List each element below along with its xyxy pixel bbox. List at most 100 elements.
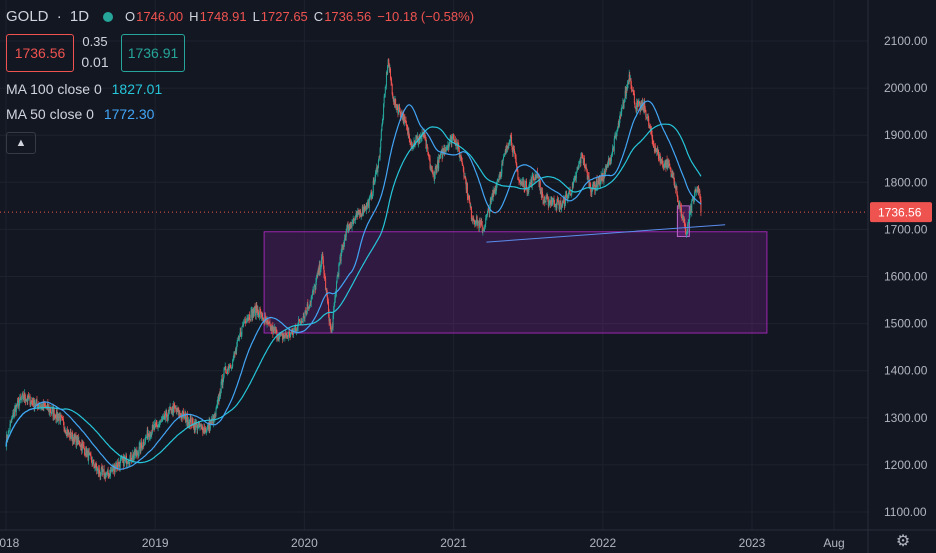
- candle-body: [514, 152, 516, 157]
- candle-body: [14, 406, 16, 408]
- candle-body: [548, 201, 550, 204]
- candle-body: [347, 224, 349, 232]
- candle-body: [117, 462, 119, 467]
- candle-body: [381, 125, 383, 131]
- candle-body: [128, 462, 130, 464]
- candle-body: [621, 106, 623, 109]
- candle-body: [438, 157, 440, 169]
- candle-body: [554, 203, 556, 207]
- sell-button[interactable]: 1736.56: [6, 34, 74, 72]
- candle-body: [452, 134, 454, 137]
- candle-body: [165, 412, 167, 419]
- candle-body: [204, 427, 206, 432]
- candle-body: [330, 326, 332, 331]
- candle-body: [461, 161, 463, 165]
- candle-body: [609, 158, 611, 165]
- symbol-title[interactable]: GOLD · 1D: [6, 8, 90, 25]
- candle-body: [552, 200, 554, 203]
- candle-body: [442, 149, 444, 153]
- candle-body: [157, 425, 159, 427]
- candle-body: [13, 413, 15, 417]
- candle-body: [544, 200, 546, 203]
- candle-body: [16, 404, 18, 407]
- candle-body: [86, 450, 88, 452]
- collapse-legend-button[interactable]: ▲: [6, 132, 36, 154]
- candle-body: [496, 181, 498, 183]
- candle-body: [531, 178, 533, 187]
- candle-body: [601, 173, 603, 180]
- candle-body: [297, 326, 299, 330]
- candle-body: [637, 102, 639, 107]
- candle-body: [585, 164, 587, 168]
- candle-body: [446, 147, 448, 150]
- candle-body: [664, 163, 666, 165]
- candle-body: [10, 421, 12, 423]
- candle-body: [239, 332, 241, 337]
- candle-body: [123, 458, 125, 467]
- candle-body: [114, 468, 116, 473]
- candle-body: [53, 409, 55, 418]
- candle-body: [205, 431, 207, 433]
- gear-icon[interactable]: ⚙: [895, 533, 911, 550]
- candle-body: [407, 126, 409, 134]
- candle-body: [308, 306, 310, 308]
- candle-body: [322, 253, 324, 260]
- candle-body: [482, 229, 484, 231]
- candle-body: [519, 181, 521, 183]
- candle-body: [521, 181, 523, 184]
- candle-body: [158, 424, 160, 426]
- candle-body: [183, 415, 185, 419]
- candle-body: [119, 464, 121, 468]
- candle-body: [388, 59, 390, 67]
- candle-body: [665, 160, 667, 168]
- candle-body: [78, 440, 80, 446]
- candle-body: [148, 434, 150, 436]
- candle-body: [532, 175, 534, 178]
- candle-body: [214, 414, 216, 416]
- candle-body: [154, 422, 156, 424]
- indicator-ma50[interactable]: MA 50 close 0 1772.30: [6, 106, 154, 122]
- candle-body: [150, 431, 152, 435]
- candle-body: [344, 238, 346, 244]
- candle-body: [65, 433, 67, 436]
- candle-body: [102, 469, 104, 473]
- candle-body: [569, 190, 571, 192]
- market-status-icon: [103, 11, 114, 22]
- candle-body: [262, 313, 264, 320]
- indicator-ma100[interactable]: MA 100 close 0 1827.01: [6, 81, 162, 97]
- candle-body: [506, 145, 508, 149]
- candle-body: [225, 366, 227, 373]
- candle-body: [643, 103, 645, 111]
- candle-body: [658, 158, 660, 160]
- buy-button[interactable]: 1736.91: [121, 34, 185, 72]
- candle-body: [318, 269, 320, 274]
- last-price-badge: [870, 202, 932, 223]
- candle-body: [231, 366, 233, 368]
- candle-body: [292, 330, 294, 335]
- candle-body: [280, 333, 282, 337]
- candle-body: [104, 472, 106, 478]
- candle-body: [526, 189, 528, 192]
- candle-body: [346, 225, 348, 229]
- candle-body: [437, 160, 439, 169]
- candle-body: [201, 425, 203, 428]
- candle-body: [575, 172, 577, 179]
- candle-body: [645, 109, 647, 118]
- candle-body: [375, 171, 377, 178]
- candle-body: [219, 392, 221, 396]
- candle-body: [139, 443, 141, 452]
- candle-body: [577, 167, 579, 169]
- candle-body: [589, 181, 591, 188]
- candle-body: [50, 412, 52, 414]
- candle-body: [642, 103, 644, 110]
- candle-body: [34, 404, 36, 406]
- candle-body: [80, 443, 82, 447]
- candle-body: [73, 434, 75, 444]
- candle-body: [555, 205, 557, 209]
- y-tick-label: 1200.00: [884, 458, 928, 472]
- candle-body: [529, 183, 531, 185]
- candle-body: [674, 185, 676, 188]
- candle-body: [277, 337, 279, 339]
- candle-body: [160, 420, 162, 422]
